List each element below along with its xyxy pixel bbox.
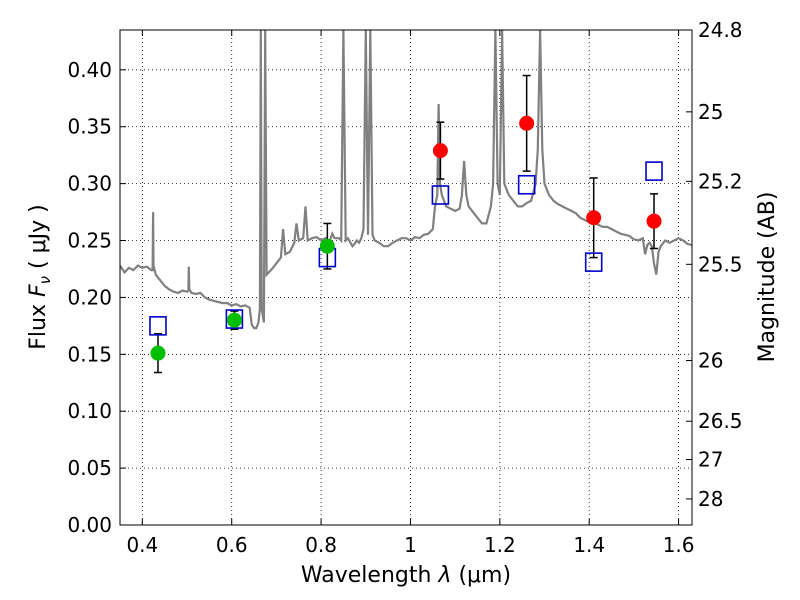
y-tick-label: 0.25: [67, 229, 112, 253]
model-photometry-square: [584, 252, 603, 272]
x-tick-label: 0.8: [305, 533, 337, 557]
model-spectrum-line: [120, 30, 692, 330]
y-tick-label: 0.15: [67, 342, 112, 366]
y-tick-label: 0.00: [67, 513, 112, 537]
model-photometry-square: [225, 309, 244, 329]
model-photometry-square: [431, 185, 450, 205]
y-tick-label: 0.30: [67, 172, 112, 196]
axis-ticks: 0.4 0.6 0.8 1 1.2 1.4 1.6 0.00 0.05 0.10 0.15 0.20 0…: [67, 18, 742, 557]
observed-optical-point: [319, 238, 335, 254]
y-tick-label: 0.10: [67, 399, 112, 423]
x-axis-label: Wavelength λ (μm): [301, 563, 511, 588]
y2-tick-label: 25.5: [698, 252, 743, 276]
x-tick-label: 0.4: [126, 533, 158, 557]
errorbars: [153, 74, 659, 374]
y2-tick-label: 26.5: [698, 409, 743, 433]
observed-nir-point: [586, 210, 602, 226]
y2-tick-label: 25.2: [698, 169, 743, 193]
y2-tick-label: 28: [698, 487, 723, 511]
y2-tick-label: 26: [698, 349, 723, 373]
x-tick-label: 0.6: [216, 533, 248, 557]
y-tick-label: 0.05: [67, 456, 112, 480]
y2-tick-label: 27: [698, 448, 723, 472]
y-tick-label: 0.40: [67, 58, 112, 82]
observed-optical-point: [150, 345, 166, 361]
y-tick-label: 0.35: [67, 115, 112, 139]
x-tick-label: 1.4: [573, 533, 605, 557]
model-photometry-square: [645, 161, 663, 181]
x-tick-label: 1.6: [663, 533, 695, 557]
observed-nir-point: [646, 213, 662, 229]
x-tick-label: 1.2: [484, 533, 516, 557]
observed-nir-point: [519, 115, 535, 131]
y2-tick-label: 25: [698, 100, 723, 124]
y2-axis-label: Magnitude (AB): [755, 192, 780, 363]
plot-frame: [119, 29, 693, 526]
data-markers: [149, 115, 663, 361]
y-tick-label: 0.20: [67, 285, 112, 309]
y-axis-label: Flux Fν ( μJy ): [26, 204, 54, 349]
model-photometry-square: [149, 316, 167, 336]
observed-optical-point: [226, 312, 242, 328]
observed-nir-point: [432, 143, 448, 159]
x-tick-label: 1: [404, 533, 417, 557]
y2-tick-label: 24.8: [698, 18, 743, 42]
model-photometry-square: [517, 174, 536, 195]
grid-lines: [120, 30, 692, 526]
